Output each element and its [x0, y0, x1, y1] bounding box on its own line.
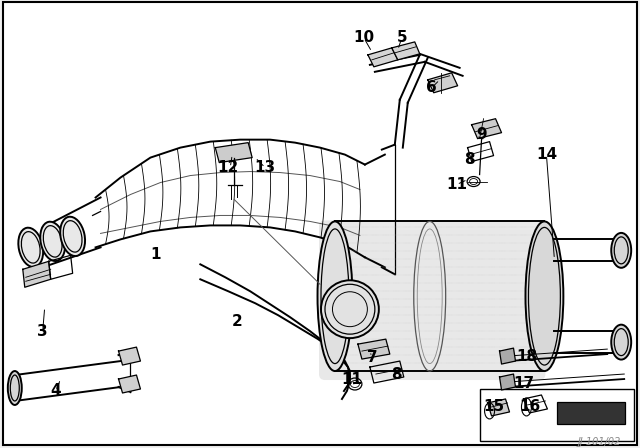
- FancyBboxPatch shape: [319, 220, 545, 380]
- Ellipse shape: [611, 233, 631, 268]
- Text: 3: 3: [37, 323, 48, 339]
- Polygon shape: [118, 347, 140, 365]
- Text: 12: 12: [218, 160, 239, 175]
- Text: 16: 16: [519, 400, 540, 414]
- Text: 13: 13: [255, 160, 276, 175]
- Text: 17: 17: [513, 375, 534, 391]
- Polygon shape: [392, 42, 420, 60]
- Ellipse shape: [40, 222, 65, 261]
- Ellipse shape: [19, 228, 43, 267]
- Polygon shape: [428, 73, 458, 93]
- Text: 5: 5: [396, 30, 407, 45]
- Text: 9: 9: [476, 127, 487, 142]
- Text: 7: 7: [367, 349, 377, 365]
- Text: 11: 11: [446, 177, 467, 192]
- Polygon shape: [368, 48, 398, 67]
- Polygon shape: [118, 375, 140, 393]
- Text: 1: 1: [150, 247, 161, 262]
- Text: 4: 4: [51, 383, 61, 398]
- Polygon shape: [358, 339, 390, 359]
- Text: 2: 2: [232, 314, 243, 329]
- Ellipse shape: [8, 371, 22, 405]
- Text: 11: 11: [341, 371, 362, 387]
- Ellipse shape: [317, 221, 353, 371]
- Text: 14: 14: [536, 147, 557, 162]
- Text: 18: 18: [516, 349, 537, 364]
- Polygon shape: [215, 142, 252, 163]
- Text: 8: 8: [464, 152, 475, 167]
- Polygon shape: [488, 399, 509, 416]
- Ellipse shape: [525, 221, 563, 371]
- Bar: [557, 402, 625, 424]
- Text: 6: 6: [426, 80, 437, 95]
- Ellipse shape: [321, 280, 379, 338]
- Bar: [479, 389, 634, 441]
- Polygon shape: [500, 348, 515, 364]
- Polygon shape: [23, 261, 51, 287]
- Polygon shape: [500, 374, 515, 390]
- Text: JJ 101/02: JJ 101/02: [578, 437, 621, 447]
- Text: 10: 10: [353, 30, 374, 45]
- Text: 15: 15: [483, 400, 504, 414]
- Polygon shape: [472, 119, 502, 138]
- Ellipse shape: [611, 325, 631, 360]
- Ellipse shape: [60, 217, 85, 256]
- Text: 8: 8: [392, 366, 402, 382]
